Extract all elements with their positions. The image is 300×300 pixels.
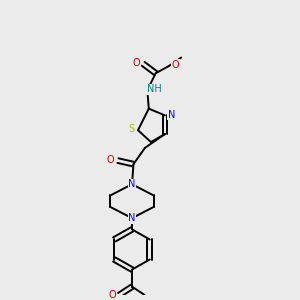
Text: NH: NH [146, 84, 161, 94]
Text: N: N [168, 110, 175, 119]
Text: O: O [107, 155, 115, 165]
Text: O: O [133, 58, 140, 68]
Text: O: O [109, 290, 117, 300]
Text: N: N [128, 213, 136, 223]
Text: S: S [128, 124, 134, 134]
Text: N: N [128, 179, 136, 189]
Text: O: O [172, 60, 180, 70]
